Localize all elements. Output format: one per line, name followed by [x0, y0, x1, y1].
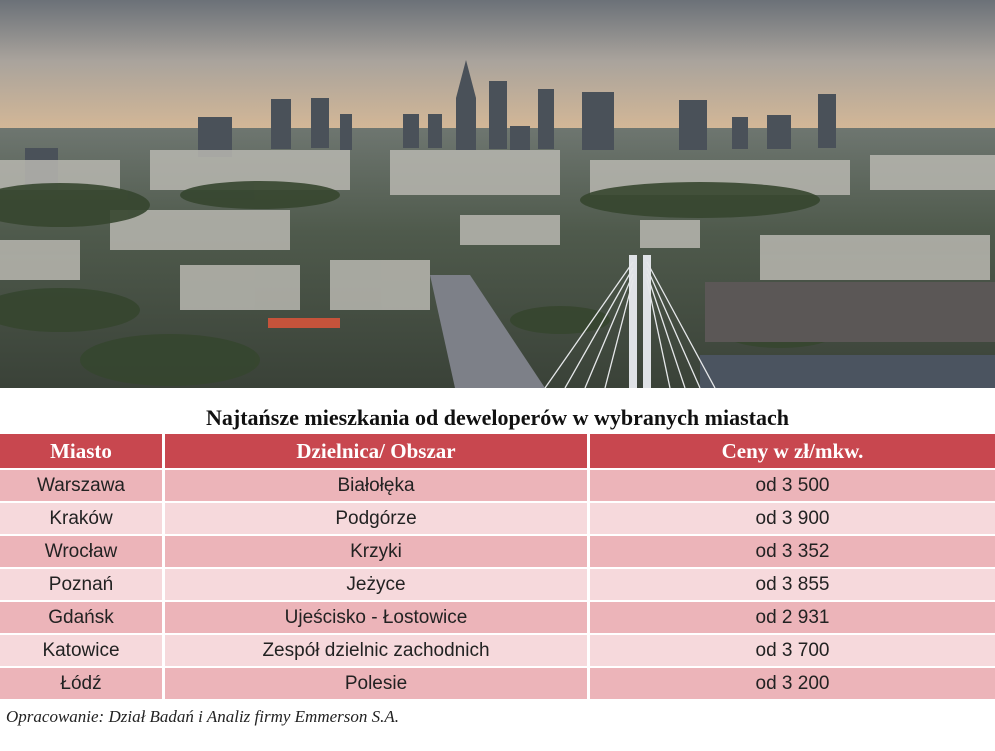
table-row: Poznań Jeżyce od 3 855 — [0, 569, 995, 602]
cell-city: Katowice — [0, 635, 165, 668]
cell-city: Gdańsk — [0, 602, 165, 635]
cell-city: Kraków — [0, 503, 165, 536]
cell-price: od 3 700 — [590, 635, 995, 668]
cell-district: Jeżyce — [165, 569, 590, 602]
source-note: Opracowanie: Dział Badań i Analiz firmy … — [6, 707, 400, 726]
cell-district: Białołęka — [165, 470, 590, 503]
cell-price: od 2 931 — [590, 602, 995, 635]
cell-price: od 3 900 — [590, 503, 995, 536]
table-row: Kraków Podgórze od 3 900 — [0, 503, 995, 536]
cell-district: Krzyki — [165, 536, 590, 569]
cell-district: Ujeścisko - Łostowice — [165, 602, 590, 635]
price-table: Miasto Dzielnica/ Obszar Ceny w zł/mkw. … — [0, 434, 995, 701]
cell-city: Warszawa — [0, 470, 165, 503]
header-city: Miasto — [0, 434, 165, 470]
table-header-row: Miasto Dzielnica/ Obszar Ceny w zł/mkw. — [0, 434, 995, 470]
cell-city: Łódź — [0, 668, 165, 701]
cell-price: od 3 200 — [590, 668, 995, 701]
header-price: Ceny w zł/mkw. — [590, 434, 995, 470]
cell-district: Polesie — [165, 668, 590, 701]
table-title: Najtańsze mieszkania od deweloperów w wy… — [206, 405, 789, 430]
cell-city: Wrocław — [0, 536, 165, 569]
table-row: Warszawa Białołęka od 3 500 — [0, 470, 995, 503]
city-skyline-photo — [0, 0, 995, 388]
cell-district: Podgórze — [165, 503, 590, 536]
cell-price: od 3 352 — [590, 536, 995, 569]
header-district: Dzielnica/ Obszar — [165, 434, 590, 470]
cell-price: od 3 500 — [590, 470, 995, 503]
table-row: Wrocław Krzyki od 3 352 — [0, 536, 995, 569]
cell-price: od 3 855 — [590, 569, 995, 602]
table-row: Gdańsk Ujeścisko - Łostowice od 2 931 — [0, 602, 995, 635]
cell-city: Poznań — [0, 569, 165, 602]
table-row: Łódź Polesie od 3 200 — [0, 668, 995, 701]
table-row: Katowice Zespół dzielnic zachodnich od 3… — [0, 635, 995, 668]
cell-district: Zespół dzielnic zachodnich — [165, 635, 590, 668]
